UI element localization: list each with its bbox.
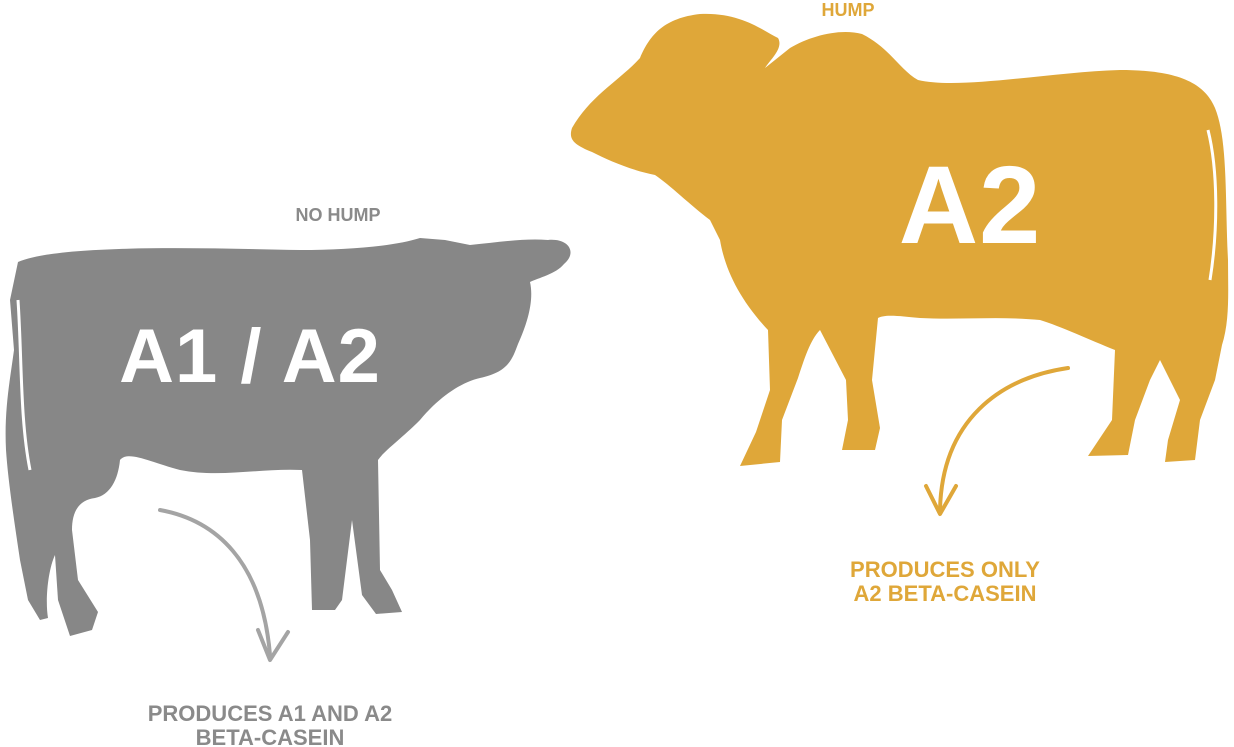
hump-label: HUMP	[821, 0, 875, 20]
arrow-down-icon-gold	[924, 366, 1070, 516]
grey-cow-tail	[16, 299, 32, 471]
right-cow-caption: PRODUCES ONLY A2 BETA-CASEIN	[795, 558, 1095, 606]
arrow-down-icon-grey	[158, 508, 290, 662]
left-cow-caption: PRODUCES A1 AND A2 BETA-CASEIN	[110, 702, 430, 747]
left-cow-label: A1 / A2	[119, 314, 381, 399]
no-hump-label: NO HUMP	[295, 205, 381, 225]
zebu-cow-silhouette-icon	[570, 13, 1229, 467]
left-cow-caption-line-1: PRODUCES A1 AND A2	[147, 701, 393, 726]
gold-cow-tail	[1206, 129, 1218, 281]
gold-cow-body	[570, 13, 1229, 467]
right-cow-caption-line-1: PRODUCES ONLY	[850, 557, 1040, 582]
cow-silhouette-icon	[5, 238, 571, 636]
left-cow-caption-line-2: BETA-CASEIN	[195, 725, 345, 747]
right-cow-label: A2	[898, 144, 1042, 267]
right-cow-caption-line-2: A2 BETA-CASEIN	[853, 581, 1037, 606]
grey-cow-body	[5, 238, 571, 636]
